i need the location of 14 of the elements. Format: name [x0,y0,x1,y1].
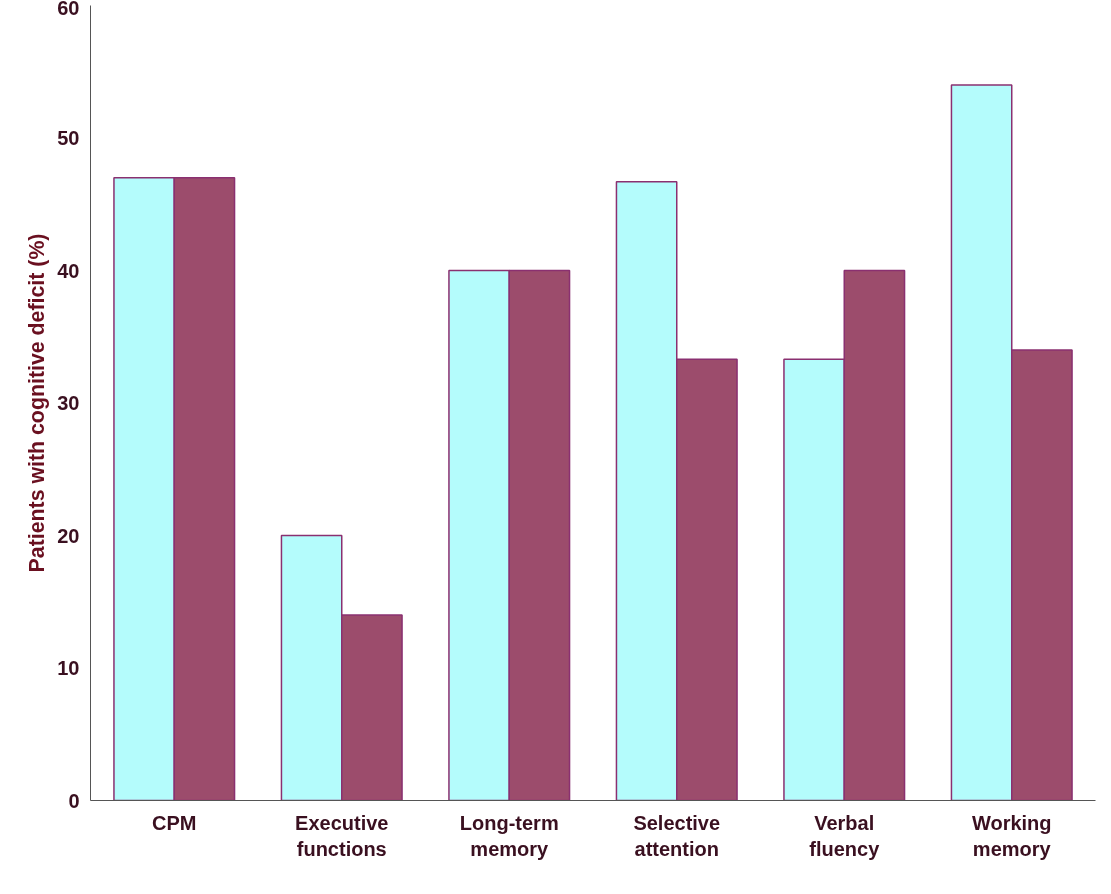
y-tick-label: 20 [57,524,80,547]
x-tick-label: Selective attention [633,811,721,860]
x-tick-label: Long-term memory [459,811,559,860]
y-tick-label: 40 [57,259,80,282]
y-tick-label: 0 [68,789,80,812]
y-tick-label: 30 [57,392,80,414]
y-tick-label: 10 [57,657,80,679]
x-tick-label: CPM [152,811,197,834]
y-tick-label: 50 [57,127,80,149]
x-tick-label: Verbal fluency [809,811,881,860]
x-tick-label: Executive functions [295,811,389,860]
x-tick-label: Working memory [971,811,1052,860]
y-axis-title: Patients with cognitive deficit (%) [25,233,50,573]
y-tick-label: 60 [57,0,80,19]
